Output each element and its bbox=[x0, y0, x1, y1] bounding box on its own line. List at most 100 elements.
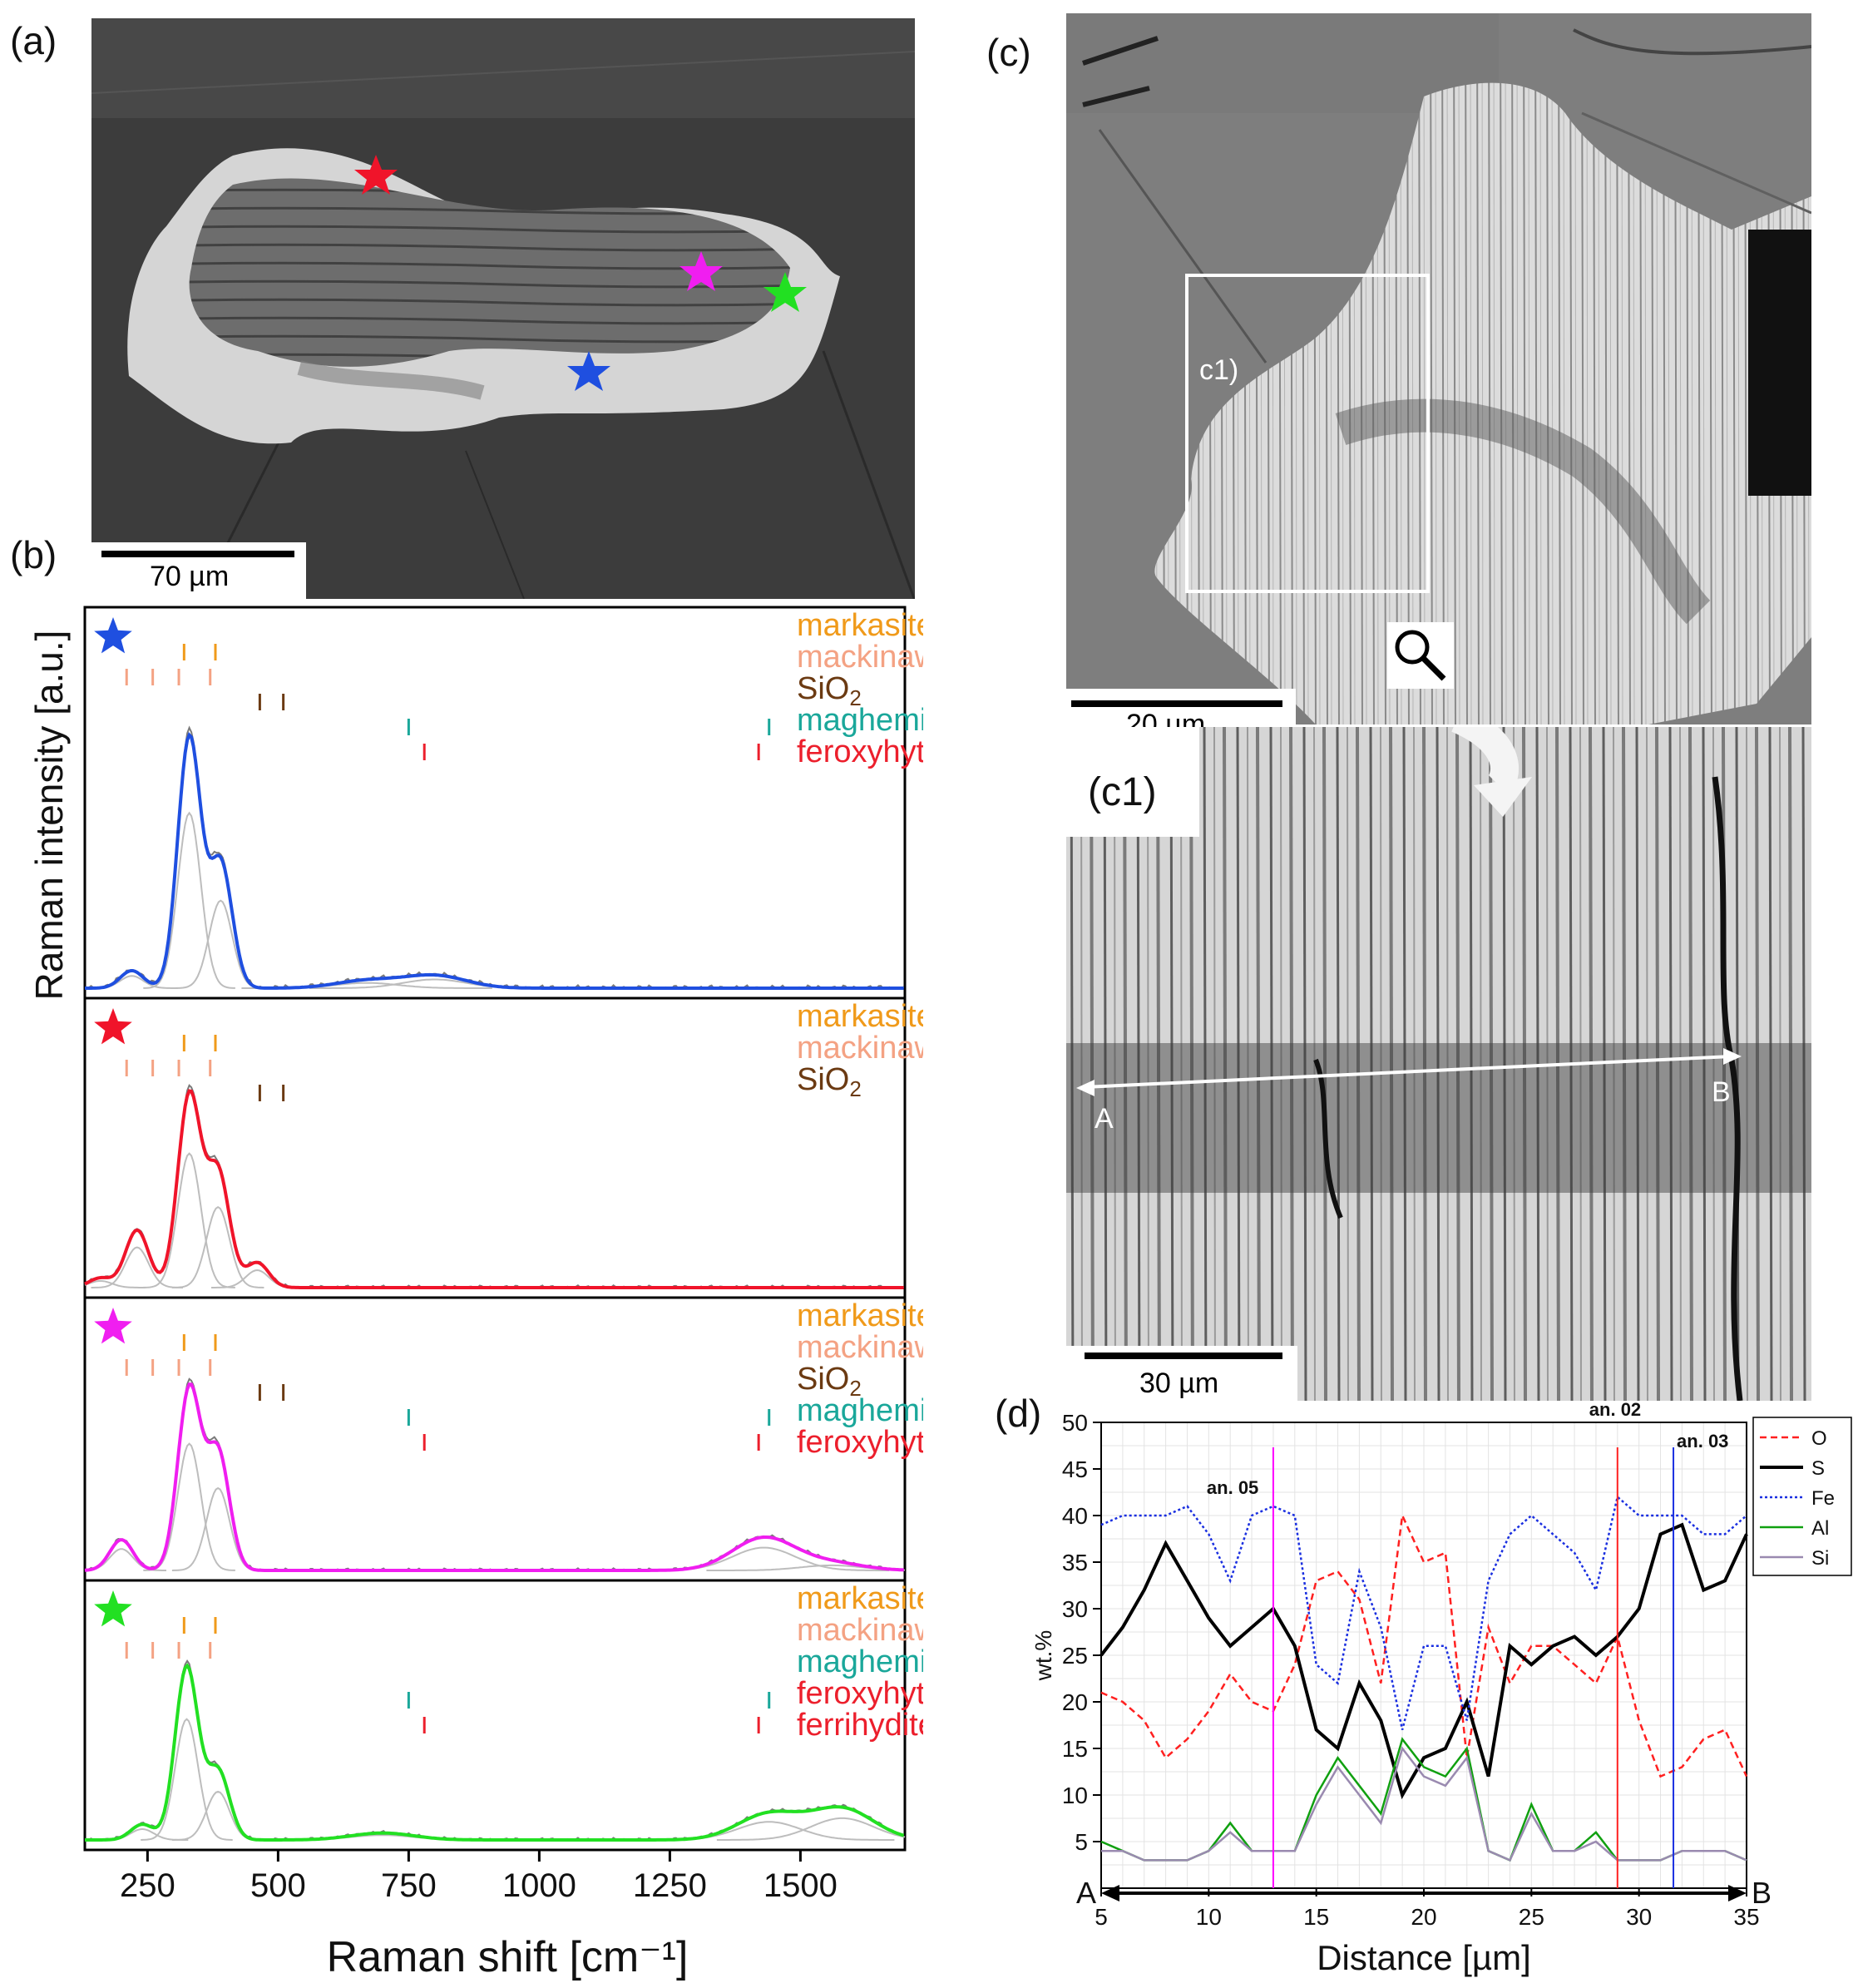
raman-mineral-label: markasite bbox=[797, 1581, 923, 1616]
raman-mineral-label: maghemite bbox=[797, 1393, 923, 1428]
raman-spectrum-blue bbox=[85, 731, 904, 990]
raman-spectrum-green bbox=[85, 1663, 905, 1842]
eds-ylabel: wt.% bbox=[1030, 1630, 1056, 1682]
raman-mineral-label: markasite bbox=[797, 1298, 923, 1333]
eds-xtick-label: 35 bbox=[1733, 1904, 1759, 1930]
raman-ylabel: Raman intensity [a.u.] bbox=[27, 631, 71, 1001]
raman-xtick-label: 750 bbox=[381, 1867, 437, 1904]
eds-ytick-label: 5 bbox=[1075, 1829, 1088, 1855]
magnifier-icon bbox=[1387, 622, 1454, 689]
raman-mineral-label: maghemite bbox=[797, 703, 923, 738]
star-marker-blue bbox=[567, 351, 610, 391]
panel-label-a: (a) bbox=[10, 19, 57, 62]
sem-image-c: c1) bbox=[1066, 13, 1811, 724]
eds-ytick-label: 45 bbox=[1062, 1456, 1088, 1482]
raman-chart: Raman intensity [a.u.] Raman shift [cm⁻¹… bbox=[27, 606, 923, 1981]
sem-image-c1: A B (c1) 30 µm bbox=[1066, 727, 1811, 1401]
panel-label-b: (b) bbox=[10, 533, 57, 576]
eds-point-b: B bbox=[1752, 1876, 1772, 1910]
raman-xtick-label: 1000 bbox=[502, 1867, 576, 1904]
eds-xtick-label: 15 bbox=[1303, 1904, 1329, 1930]
c1-point-a: A bbox=[1095, 1103, 1114, 1135]
sem-image-a bbox=[91, 18, 915, 599]
star-marker-red bbox=[354, 155, 398, 195]
eds-xtick-label: 20 bbox=[1411, 1904, 1436, 1930]
eds-legend-label: Si bbox=[1811, 1547, 1829, 1570]
raman-star-magenta bbox=[94, 1308, 132, 1344]
raman-fit-component bbox=[211, 1268, 304, 1288]
raman-raw-spectrum bbox=[85, 725, 905, 990]
eds-ytick-label: 25 bbox=[1062, 1643, 1088, 1669]
eds-ytick-label: 10 bbox=[1062, 1783, 1088, 1808]
eds-ytick-label: 35 bbox=[1062, 1550, 1088, 1575]
raman-xtick-label: 1250 bbox=[633, 1867, 707, 1904]
eds-legend-label: O bbox=[1811, 1427, 1827, 1450]
raman-star-blue bbox=[94, 617, 132, 654]
raman-frame bbox=[83, 606, 907, 1852]
raman-spectrum-red bbox=[84, 1089, 904, 1289]
eds-ytick-label: 20 bbox=[1062, 1689, 1088, 1715]
raman-fit-component bbox=[171, 1790, 264, 1841]
raman-mineral-label: markasite bbox=[797, 608, 923, 643]
raman-mineral-label: mackinawite bbox=[797, 640, 923, 675]
raman-mineral-label: ferrihydite bbox=[797, 1708, 923, 1743]
eds-point-a: A bbox=[1076, 1876, 1096, 1910]
raman-raw-spectrum bbox=[85, 1659, 904, 1842]
eds-xlabel: Distance [µm] bbox=[1317, 1938, 1531, 1977]
eds-series-Si bbox=[1101, 1746, 1747, 1862]
raman-fit-component bbox=[171, 1486, 264, 1571]
eds-legend-label: Al bbox=[1811, 1517, 1829, 1540]
raman-fit-component bbox=[143, 811, 235, 989]
raman-star-red bbox=[94, 1008, 132, 1045]
raman-raw-spectrum bbox=[84, 1084, 905, 1289]
eds-series-Fe bbox=[1100, 1495, 1747, 1730]
scale-bar-a-label: 70 µm bbox=[150, 561, 230, 592]
raman-fit-component bbox=[644, 1821, 895, 1841]
eds-xtick-label: 10 bbox=[1196, 1904, 1222, 1930]
raman-mineral-label: mackinawite bbox=[797, 1031, 923, 1066]
eds-ytick-label: 50 bbox=[1062, 1410, 1088, 1436]
raman-spectrum-magenta bbox=[84, 1382, 904, 1572]
eds-marker-label: an. 05 bbox=[1207, 1477, 1258, 1498]
raman-mineral-label: markasite bbox=[797, 999, 923, 1034]
raman-mineral-label: mackinawite bbox=[797, 1330, 923, 1365]
raman-mineral-label: feroxyhyte bbox=[797, 734, 923, 769]
raman-fit-component bbox=[141, 1718, 233, 1841]
eds-ytick-label: 15 bbox=[1062, 1736, 1088, 1762]
raman-mineral-label: SiO2 bbox=[797, 1062, 862, 1101]
panel-label-d: (d) bbox=[995, 1392, 1042, 1435]
panel-label-c1: (c1) bbox=[1088, 770, 1157, 814]
eds-marker-label: an. 03 bbox=[1677, 1431, 1728, 1451]
eds-ytick-label: 40 bbox=[1062, 1503, 1088, 1529]
eds-ytick-label: 30 bbox=[1062, 1596, 1088, 1622]
raman-fit-component bbox=[174, 899, 267, 989]
scale-bar-a: 70 µm bbox=[91, 542, 306, 599]
eds-xtick-label: 5 bbox=[1095, 1904, 1108, 1930]
eds-line-profile-chart: 5 10 15 20 25 30 35 5 10 15 20 25 30 35 40 45 50 Distance… bbox=[1030, 1399, 1852, 1977]
c1-inset-box bbox=[1185, 274, 1430, 593]
eds-xtick-label: 25 bbox=[1519, 1904, 1544, 1930]
star-marker-green bbox=[763, 272, 807, 312]
raman-fit-component bbox=[91, 1246, 184, 1288]
eds-legend-label: S bbox=[1811, 1457, 1825, 1480]
eds-arrow-head-a bbox=[1101, 1885, 1119, 1901]
raman-fit-component bbox=[716, 1817, 906, 1841]
raman-fit-component bbox=[84, 1280, 146, 1288]
raman-fit-component bbox=[143, 1152, 235, 1288]
raman-star-green bbox=[94, 1590, 132, 1627]
raman-xtick-label: 1500 bbox=[763, 1867, 838, 1904]
c1-point-b: B bbox=[1712, 1076, 1731, 1108]
raman-xtick-label: 500 bbox=[250, 1867, 306, 1904]
eds-arrow-head-b bbox=[1728, 1885, 1747, 1901]
raman-fit-component bbox=[143, 1442, 235, 1571]
star-marker-magenta bbox=[679, 251, 723, 291]
eds-series-S bbox=[1099, 1522, 1748, 1800]
scale-bar-c1-label: 30 µm bbox=[1139, 1367, 1218, 1399]
raman-mineral-label: maghemite bbox=[797, 1644, 923, 1679]
eds-marker-label: an. 02 bbox=[1589, 1399, 1641, 1420]
raman-xlabel: Raman shift [cm⁻¹] bbox=[327, 1933, 689, 1981]
eds-legend-label: Fe bbox=[1811, 1487, 1835, 1510]
eds-xtick-label: 30 bbox=[1626, 1904, 1652, 1930]
c1-box-label: c1) bbox=[1199, 354, 1238, 386]
panel-label-c: (c) bbox=[986, 31, 1031, 74]
